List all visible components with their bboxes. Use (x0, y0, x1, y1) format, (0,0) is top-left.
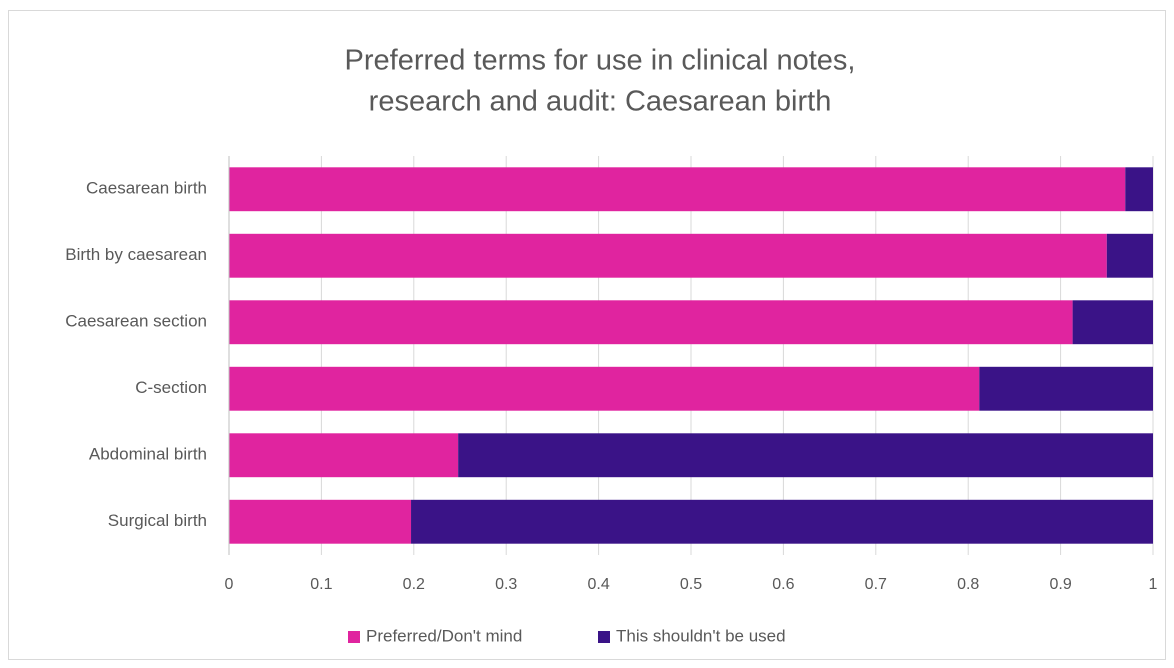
legend-label: Preferred/Don't mind (366, 626, 522, 645)
x-tick-label: 0.9 (1049, 576, 1071, 593)
bar-segment (979, 366, 1153, 411)
bar-segment (229, 433, 459, 478)
bar-segment (229, 499, 412, 544)
x-tick-label: 0.1 (310, 576, 332, 593)
legend-swatch (598, 631, 610, 643)
x-tick-label: 0.6 (772, 576, 794, 593)
x-tick-label: 0 (225, 576, 234, 593)
y-tick-label: Birth by caesarean (65, 245, 207, 264)
bar-segment (1106, 233, 1153, 278)
x-tick-label: 1 (1149, 576, 1158, 593)
bar-segment (229, 300, 1073, 345)
x-tick-label: 0.2 (403, 576, 425, 593)
bar-segment (1125, 167, 1153, 212)
legend-label: This shouldn't be used (616, 626, 786, 645)
y-tick-label: C-section (135, 378, 207, 397)
bar-segment (1072, 300, 1153, 345)
x-tick-label: 0.5 (680, 576, 702, 593)
chart-title: research and audit: Caesarean birth (369, 86, 832, 118)
y-tick-label: Caesarean birth (86, 179, 207, 198)
x-tick-label: 0.8 (957, 576, 979, 593)
bar-segment (229, 233, 1107, 278)
x-tick-label: 0.4 (587, 576, 609, 593)
y-tick-label: Abdominal birth (89, 445, 207, 464)
chart-title: Preferred terms for use in clinical note… (345, 45, 856, 77)
y-tick-label: Caesarean section (65, 312, 207, 331)
bar-segment (229, 167, 1126, 212)
x-tick-label: 0.3 (495, 576, 517, 593)
bar-segment (411, 499, 1153, 544)
legend-swatch (348, 631, 360, 643)
bar-segment (458, 433, 1154, 478)
y-tick-label: Surgical birth (108, 511, 207, 530)
x-tick-label: 0.7 (865, 576, 887, 593)
bar-segment (229, 366, 980, 411)
